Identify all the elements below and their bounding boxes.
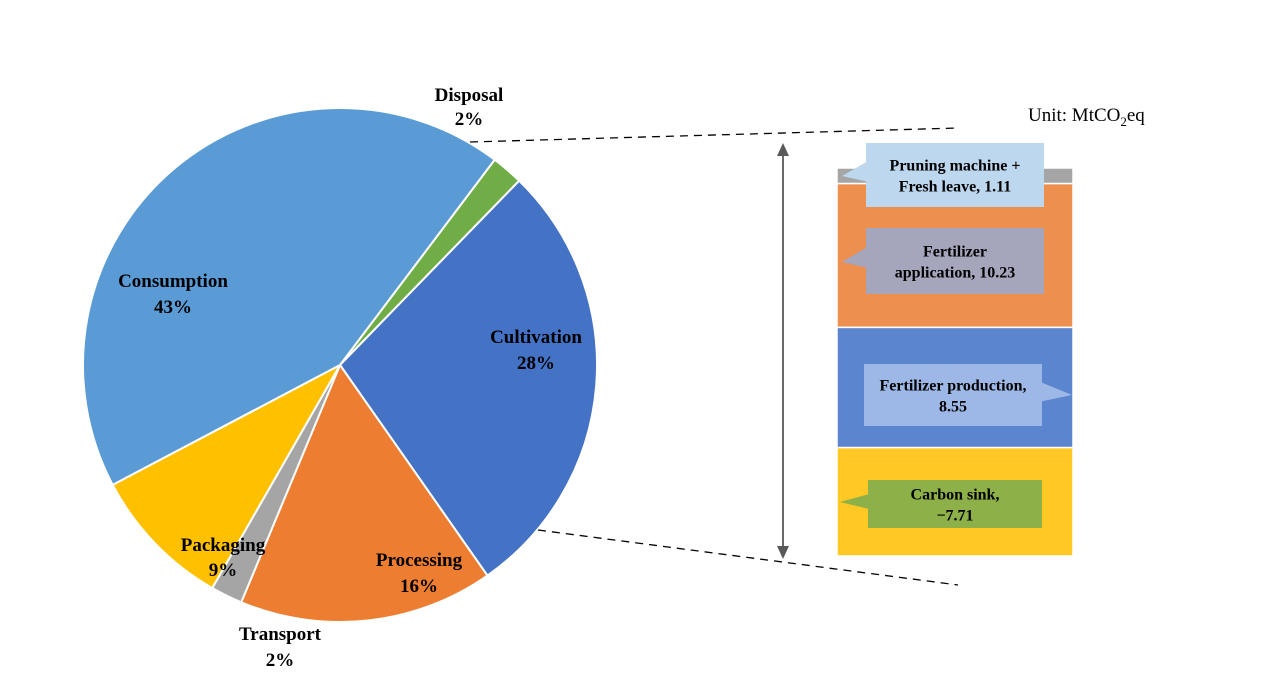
pie-pct-disposal: 2% [455, 109, 484, 130]
callout-box-fertilizer-production [864, 364, 1042, 426]
bar-label-fertilizer-application-line-1: Fertilizer [923, 244, 987, 261]
pie-label-disposal: Disposal [435, 85, 504, 106]
connector-line-top [469, 127, 959, 143]
connector-line-bottom [537, 529, 959, 586]
pie-chart [82, 107, 598, 623]
bar-label-fertilizer-application-line-2: application, 10.23 [895, 265, 1015, 282]
pie-slice-processing [239, 362, 489, 623]
bar-label-carbon-sink-line-2: −7.71 [936, 508, 973, 525]
pie-pct-packaging: 9% [209, 560, 238, 581]
bar-label-carbon-sink-line-1: Carbon sink, [911, 487, 1000, 504]
range-arrow-head-top [777, 143, 789, 156]
bar-label-fertilizer-production-line-1: Fertilizer production, [880, 378, 1027, 395]
callout-pointer-carbon-sink [840, 494, 868, 509]
callout-pointer-fertilizer-production [1042, 382, 1072, 402]
callout-box-carbon-sink [868, 480, 1042, 528]
stacked-bar-labels: Pruning machine + Fresh leave, 1.11 Fertil… [840, 143, 1072, 528]
pie-slice-cultivation [338, 179, 598, 577]
zoom-connector-lines [469, 127, 959, 586]
pie-label-processing: Processing [376, 550, 463, 571]
pie-labels: Disposal 2% Cultivation 28% Processing 16% Tra… [118, 85, 582, 671]
pie-pct-transport: 2% [266, 650, 295, 671]
callout-pointer-pruning-machine-fresh-leave [842, 162, 866, 182]
callout-box-pruning-machine-fresh-leave [866, 143, 1044, 207]
pie-label-consumption: Consumption [118, 271, 228, 292]
pie-pct-processing: 16% [400, 576, 438, 597]
bar-label-pruning-machine-fresh-leave-line-2: Fresh leave, 1.11 [899, 179, 1012, 196]
bar-label-pruning-machine-fresh-leave-line-1: Pruning machine + [890, 158, 1021, 175]
pie-label-cultivation: Cultivation [490, 327, 582, 348]
pie-label-packaging: Packaging [181, 535, 266, 556]
pie-label-transport: Transport [239, 624, 322, 645]
pie-pct-cultivation: 28% [517, 353, 555, 374]
range-arrow-head-bottom [777, 546, 789, 559]
unit-label: Unit: MtCO2eq [1028, 105, 1145, 129]
pie-slice-packaging [111, 362, 343, 590]
callout-box-fertilizer-application [866, 228, 1044, 294]
pie-slice-consumption [82, 107, 497, 487]
bar-label-fertilizer-production-line-2: 8.55 [939, 399, 967, 416]
callout-pointer-fertilizer-application [842, 247, 866, 268]
pie-pct-consumption: 43% [154, 297, 192, 318]
